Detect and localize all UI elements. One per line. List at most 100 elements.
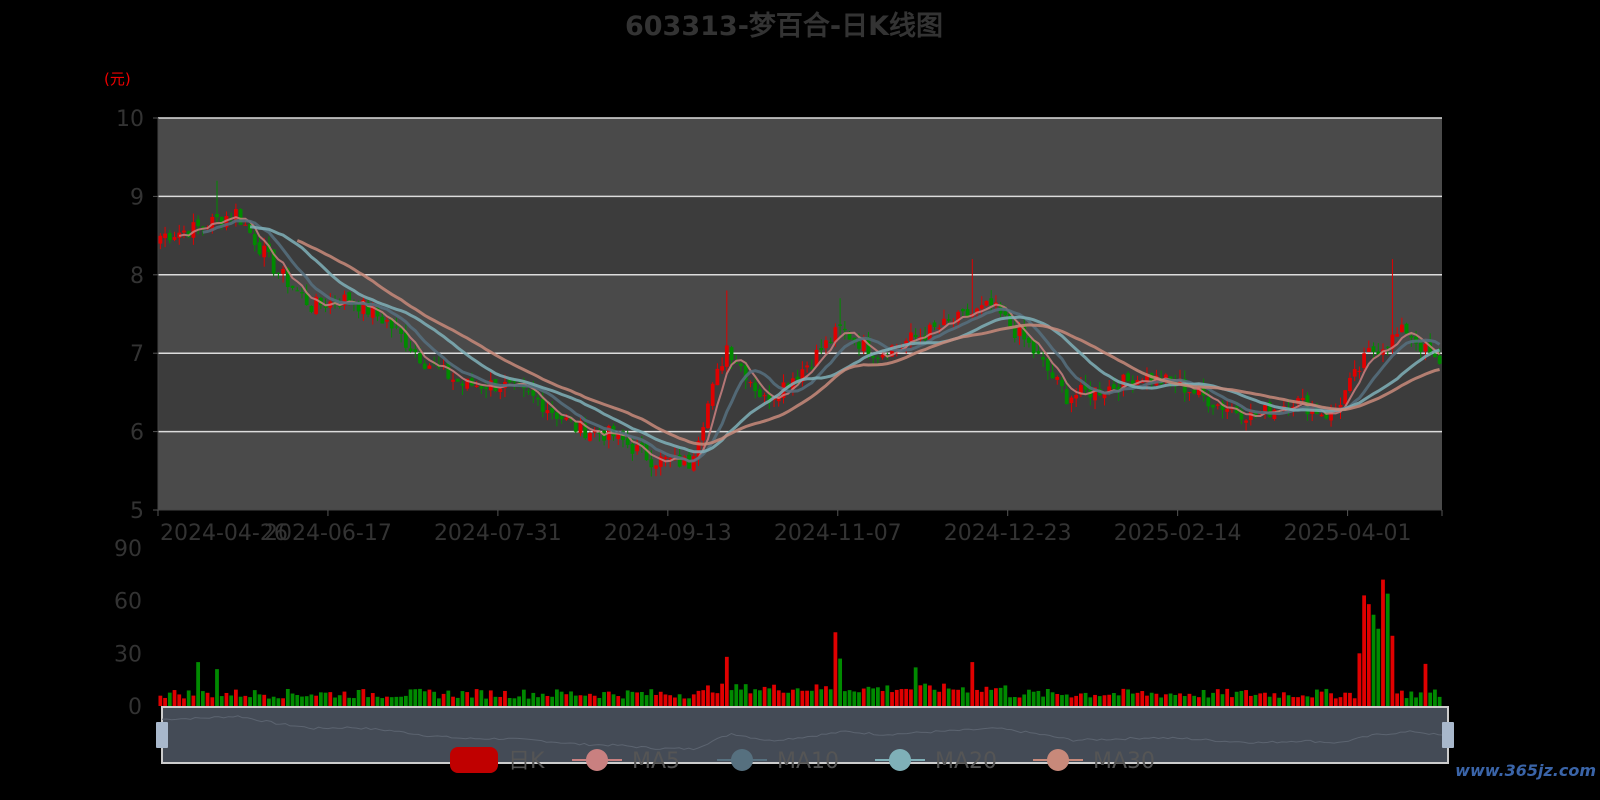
candle-body [167,232,172,241]
volume-bar [1045,689,1050,706]
candle-body [729,347,734,360]
candle [314,293,319,316]
candle [979,296,984,317]
volume-bar [772,684,776,706]
volume-bar [918,685,923,706]
candle-body [550,408,555,413]
candle-body [1211,404,1215,408]
volume-bar [1362,595,1366,706]
candle-body [1433,353,1437,358]
candle-body [512,381,517,383]
volume-bar [234,689,238,706]
candle-body [281,268,285,274]
datazoom-handle[interactable] [156,722,168,748]
candle-body [842,328,847,331]
candle [1064,380,1069,405]
candle [1371,342,1376,360]
volume-bar [989,689,994,706]
candle-body [942,318,946,326]
candle [451,372,455,390]
volume-bar [191,695,196,706]
volume-bar [271,696,276,706]
volume-bar [1154,693,1159,706]
volume-bar [937,691,942,706]
volume-bar [1149,692,1154,706]
volume-bar [1211,692,1215,706]
candle-body [828,341,833,343]
candle-body [238,209,243,225]
candle-body [1041,356,1045,360]
candle-body [545,410,550,414]
volume-bar [205,692,210,706]
candle-body [1404,323,1409,334]
candle-body [824,340,828,349]
legend-item[interactable]: 日K [450,747,545,774]
candle-body [300,292,304,294]
volume-bar [1286,695,1291,706]
legend-item[interactable]: MA20 [875,749,997,774]
volume-bar [880,690,885,706]
volume-bar [1253,694,1258,706]
volume-bar [1296,697,1300,706]
volume-bar [479,690,484,706]
legend-item[interactable]: MA10 [717,749,839,774]
candle-body [857,342,861,349]
volume-bar [493,696,498,706]
candle-body [479,385,484,389]
volume-bar [1305,696,1310,706]
candle-body [1385,346,1390,348]
volume-bar [1074,695,1079,706]
volume-bar [257,694,262,706]
candle [1404,322,1409,336]
volume-bar [1272,693,1277,706]
candle [1267,399,1272,418]
volume-bar [743,684,748,706]
volume-bar [942,683,946,706]
volume-bar [1197,697,1201,706]
volume-bar [517,696,522,706]
candle [370,302,375,325]
candle [682,455,687,467]
volume-bar [389,697,394,706]
volume-bar [403,695,408,706]
candle [455,378,460,382]
candle [1352,360,1357,382]
candle-body [323,306,328,308]
candle-body [734,362,739,364]
candle-body [1055,376,1060,380]
candle-body [965,309,970,318]
legend-item[interactable]: MA5 [572,749,680,774]
volume-bar [573,695,578,706]
candle-body [630,443,635,454]
candle-body [739,363,743,367]
candle-body [1244,420,1248,423]
legend-label: MA20 [935,749,997,774]
volume-bar [1121,688,1126,706]
legend-item[interactable]: MA30 [1033,749,1155,774]
candle-body [960,309,965,312]
candle [1201,378,1206,402]
datazoom-handle[interactable] [1442,722,1454,748]
volume-bar [1107,694,1112,706]
candle-body [1267,402,1272,417]
candle [724,290,729,375]
candle [446,361,451,381]
volume-bar [606,691,611,706]
candle [1022,316,1027,348]
x-tick-label: 2025-02-14 [1114,521,1242,546]
volume-bar [824,686,828,706]
volume-bar [536,697,540,706]
volume-tick-label: 90 [114,537,142,562]
candle-body [243,224,248,226]
candle [805,361,809,373]
candle-body [753,382,758,392]
candle [1395,327,1400,337]
volume-bar [1263,692,1267,706]
candle-body [403,332,408,348]
volume-bar [1097,696,1102,706]
volume-bar [488,690,493,706]
volume-bar [654,694,658,706]
candle-body [861,337,866,352]
volume-bar [370,693,375,706]
candle [479,385,484,394]
